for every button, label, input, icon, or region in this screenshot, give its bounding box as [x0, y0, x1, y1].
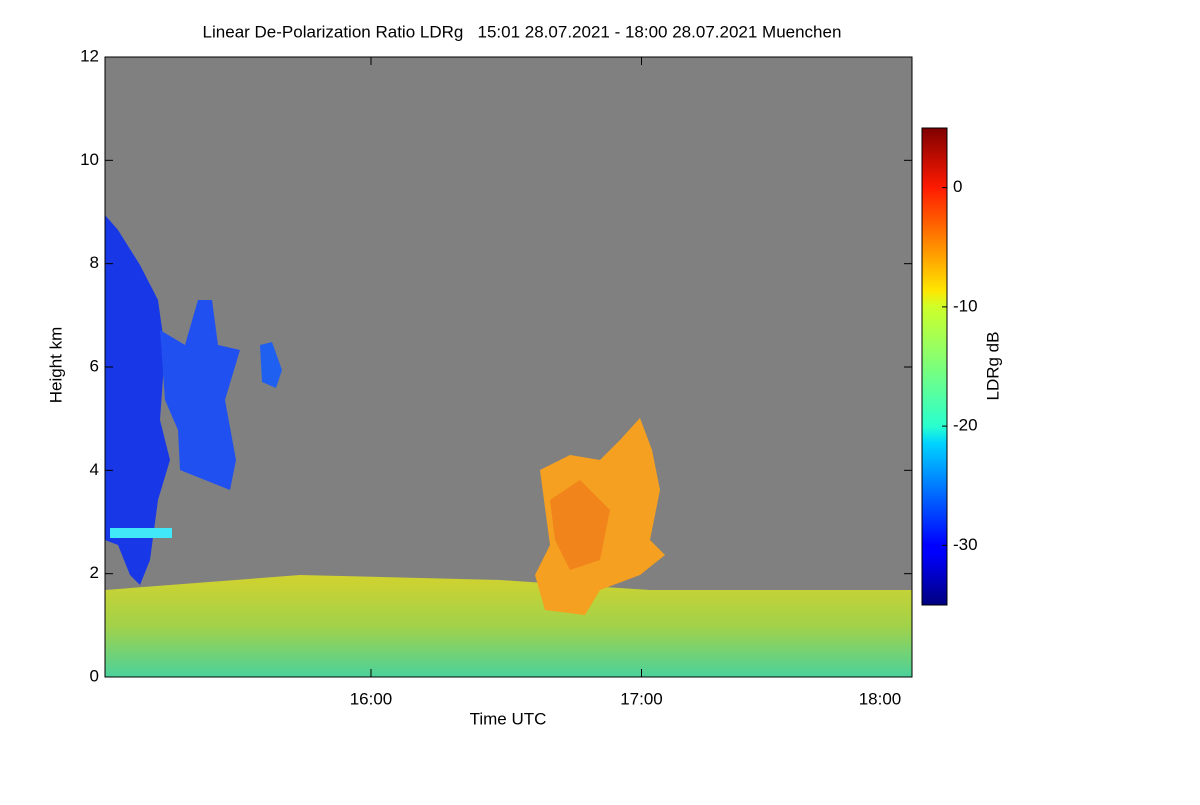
x-tick-label: 17:00 — [620, 689, 663, 708]
colorbar-tick-label: 0 — [953, 177, 962, 196]
cloud-region — [160, 300, 240, 490]
x-tick-label: 16:00 — [350, 689, 393, 708]
colorbar — [921, 127, 948, 606]
colorbar-tick-label: -20 — [953, 416, 978, 435]
colorbar-label: LDRg dB — [983, 332, 1002, 401]
boundary-layer — [105, 575, 912, 677]
y-tick-label: 0 — [90, 666, 99, 685]
y-axis-label: Height km — [46, 327, 65, 404]
colorbar-tick-label: -30 — [953, 535, 978, 554]
chart-title: Linear De-Polarization Ratio LDRg 15:01 … — [203, 22, 842, 41]
y-tick-label: 4 — [90, 460, 99, 479]
x-axis-label: Time UTC — [470, 709, 547, 728]
y-tick-label: 10 — [80, 150, 99, 169]
colorbar-tick-label: -10 — [953, 296, 978, 315]
cloud-region — [105, 215, 170, 585]
y-tick-label: 12 — [80, 46, 99, 65]
cloud-region — [550, 480, 610, 570]
y-tick-label: 2 — [90, 563, 99, 582]
cloud-region — [260, 342, 282, 388]
plot-background — [105, 57, 912, 677]
x-tick-label: 18:00 — [859, 689, 902, 708]
y-tick-label: 6 — [90, 356, 99, 375]
y-tick-label: 8 — [90, 253, 99, 272]
echo-field — [105, 215, 912, 677]
cloud-region — [110, 528, 172, 538]
